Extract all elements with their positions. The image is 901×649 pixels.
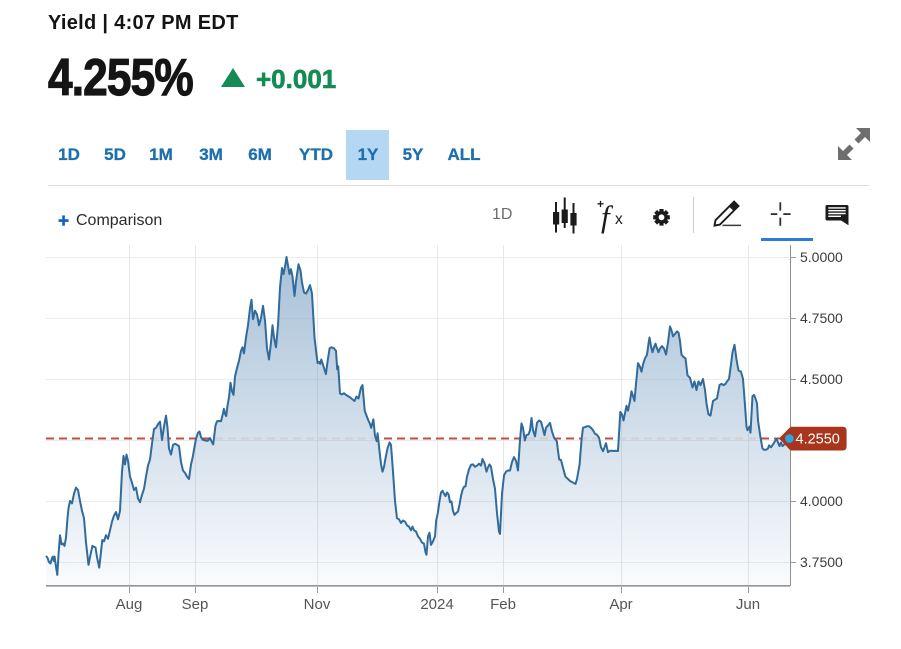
svg-text:4.2550: 4.2550 — [796, 432, 840, 448]
svg-text:f: f — [601, 199, 614, 234]
svg-text:4.5000: 4.5000 — [800, 371, 843, 387]
svg-text:Nov: Nov — [304, 596, 331, 613]
svg-text:3.7500: 3.7500 — [800, 554, 843, 570]
svg-text:5.0000: 5.0000 — [800, 249, 843, 265]
svg-text:Jun: Jun — [736, 596, 760, 613]
svg-text:4.0000: 4.0000 — [800, 493, 843, 509]
svg-text:4.7500: 4.7500 — [800, 310, 843, 326]
svg-text:+: + — [597, 197, 604, 211]
svg-text:Feb: Feb — [490, 596, 516, 613]
svg-text:2024: 2024 — [420, 596, 453, 613]
svg-text:Apr: Apr — [609, 596, 632, 613]
svg-text:x: x — [615, 211, 623, 228]
svg-text:Sep: Sep — [182, 596, 209, 613]
svg-text:Aug: Aug — [116, 596, 143, 613]
